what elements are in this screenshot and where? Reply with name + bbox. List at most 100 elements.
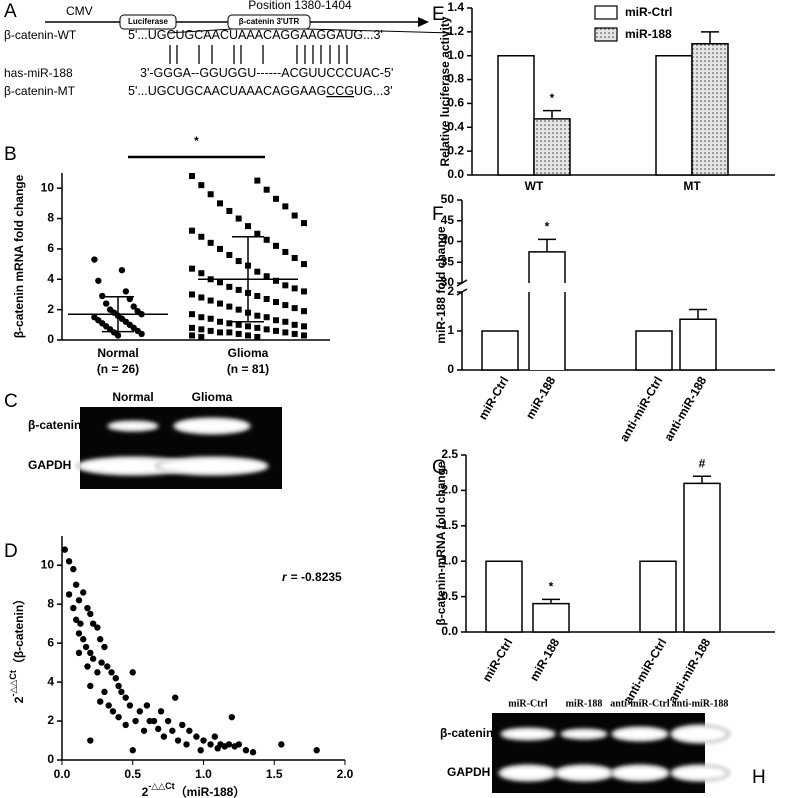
point <box>228 713 235 721</box>
point <box>291 321 298 328</box>
x-tick-label: Glioma <box>228 346 269 360</box>
point <box>174 737 182 744</box>
point <box>189 265 195 272</box>
y-tick-label: 0.0 <box>441 624 458 638</box>
point <box>189 324 195 331</box>
point <box>282 302 289 309</box>
point <box>197 747 204 754</box>
point <box>291 305 298 312</box>
row-label: GAPDH <box>447 765 490 779</box>
point <box>186 727 193 734</box>
y-tick-label: 30 <box>441 275 455 289</box>
point <box>254 292 261 299</box>
point <box>84 604 91 612</box>
point <box>313 747 320 754</box>
bar <box>485 560 523 633</box>
point <box>70 565 77 573</box>
fan-line <box>167 28 233 34</box>
x-tick-label: 0.0 <box>54 767 71 781</box>
point <box>301 288 307 295</box>
point <box>254 268 261 275</box>
x-tick-label: anti-miR-188 <box>661 374 709 444</box>
y-tick-label: 1.0 <box>441 553 458 567</box>
point <box>273 299 279 306</box>
point <box>217 245 223 252</box>
bar-annotation: * <box>545 220 550 234</box>
x-tick-label: anti-miR-Ctrl <box>621 636 669 706</box>
y-tick-label: 1.5 <box>441 518 458 532</box>
point <box>122 694 129 701</box>
y-tick-label: 10 <box>41 557 55 571</box>
point <box>235 741 243 748</box>
point <box>198 314 205 321</box>
point <box>282 329 289 336</box>
point <box>217 329 223 336</box>
y-tick-label: 0 <box>47 752 54 766</box>
point <box>122 288 130 295</box>
x-tick-label: 1.5 <box>266 767 283 781</box>
point <box>189 332 195 339</box>
x-tick-label: anti-miR-188 <box>665 636 713 706</box>
point <box>65 591 73 598</box>
point <box>101 643 108 651</box>
annotation-symbol: r <box>282 570 288 584</box>
sequence: 5'...UGCUGCAACUAAACAGGAAGCCGUG...3' <box>128 84 393 98</box>
point <box>189 291 195 298</box>
bar <box>532 602 570 633</box>
point <box>101 688 108 696</box>
point <box>87 649 94 657</box>
y-tick-label: 1.0 <box>447 48 464 62</box>
point <box>235 258 242 265</box>
point <box>122 721 129 729</box>
legend-label: miR-188 <box>625 27 672 41</box>
point <box>91 256 98 263</box>
point <box>150 717 158 725</box>
point <box>254 312 261 319</box>
lane-label: Normal <box>112 390 153 404</box>
point <box>200 737 207 744</box>
x-tick-label: miR-188 <box>523 374 559 422</box>
point <box>118 688 125 696</box>
sequence-label: β-catenin-WT <box>4 28 77 42</box>
panel-letter: A <box>4 1 17 22</box>
label-exponent: -△△Ct <box>8 670 18 696</box>
legend-label: miR-Ctrl <box>625 5 672 19</box>
band <box>613 766 667 780</box>
y-tick-label: 40 <box>441 234 455 248</box>
x-tick-label: 0.5 <box>124 767 141 781</box>
bar <box>655 54 693 176</box>
point <box>115 713 122 721</box>
point <box>104 663 111 670</box>
point <box>226 207 233 214</box>
point <box>198 182 205 189</box>
y-tick-label: 0.5 <box>441 589 458 603</box>
point <box>217 300 223 307</box>
point <box>189 311 195 318</box>
panel-letter: E <box>432 4 445 25</box>
point <box>242 747 250 754</box>
point <box>211 733 219 740</box>
point <box>189 173 195 180</box>
panel-letter: C <box>4 391 18 412</box>
y-tick-label: 4 <box>47 271 54 285</box>
point <box>193 733 200 740</box>
point <box>126 702 134 709</box>
y-tick-label: 35 <box>441 254 455 268</box>
point <box>226 320 233 327</box>
y-tick-label: 0.4 <box>447 119 464 133</box>
legend-swatch <box>594 5 618 20</box>
point <box>254 230 261 237</box>
band <box>673 726 727 742</box>
sequence-part: CCG <box>326 84 354 98</box>
band <box>176 419 248 433</box>
utr-label: β-catenin 3'UTR <box>239 17 300 26</box>
point <box>263 273 270 280</box>
point <box>65 558 73 565</box>
label-text: （miR-188） <box>175 784 246 798</box>
point <box>99 292 106 300</box>
x-tick-label: anti-miR-Ctrl <box>617 374 665 444</box>
sequence: 3'-GGGA--GGUGGU------ACGUUCCCUAC-5' <box>140 66 393 80</box>
point <box>82 643 90 651</box>
panel-letter: D <box>4 541 18 562</box>
point <box>217 200 223 207</box>
